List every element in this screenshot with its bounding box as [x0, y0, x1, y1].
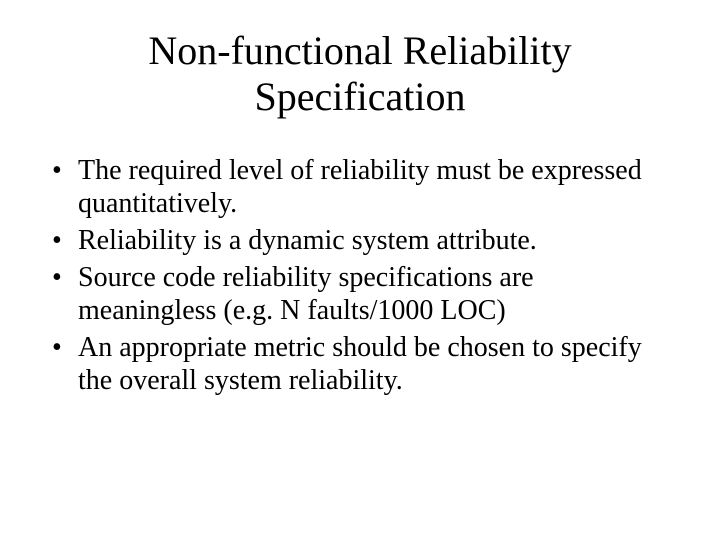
- slide: Non-functional Reliability Specification…: [0, 0, 720, 540]
- slide-title: Non-functional Reliability Specification: [40, 28, 680, 120]
- list-item: Source code reliability specifications a…: [48, 261, 670, 327]
- list-item: Reliability is a dynamic system attribut…: [48, 224, 670, 257]
- list-item: An appropriate metric should be chosen t…: [48, 331, 670, 397]
- list-item: The required level of reliability must b…: [48, 154, 670, 220]
- bullet-list: The required level of reliability must b…: [40, 154, 680, 397]
